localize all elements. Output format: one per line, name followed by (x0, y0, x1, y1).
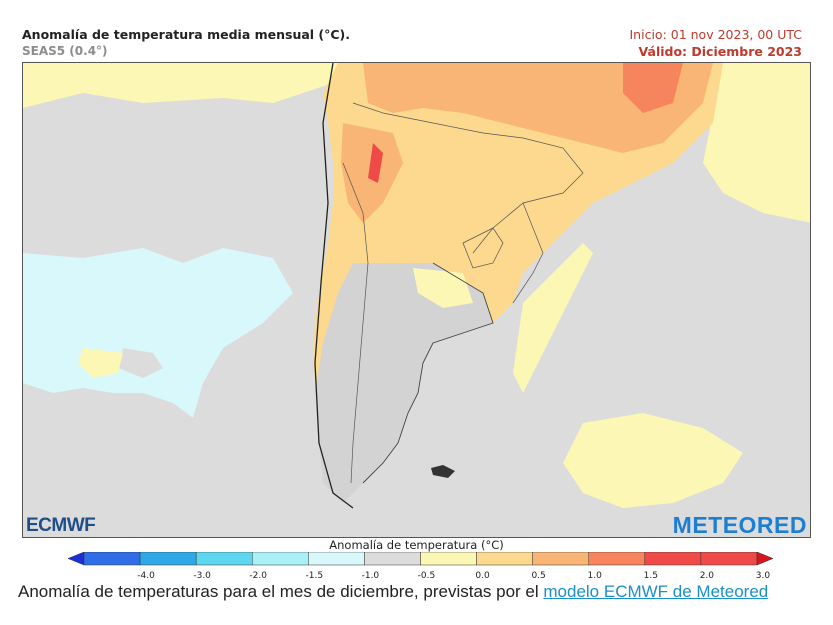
anomaly-map (22, 62, 811, 538)
colorbar-tick-label: -3.0 (193, 571, 211, 580)
anomaly-area (703, 63, 810, 223)
anomaly-area (23, 63, 343, 108)
colorbar-segment (83, 551, 141, 566)
caption-text: Anomalía de temperaturas para el mes de … (18, 582, 544, 601)
colorbar-segment (644, 551, 702, 566)
colorbar-segment (420, 551, 477, 566)
colorbar-tick-label: -2.0 (249, 571, 267, 580)
anomaly-area (78, 348, 123, 378)
border-line (462, 227, 504, 269)
neutral-area (118, 348, 163, 378)
map-header: Anomalía de temperatura media mensual (°… (0, 0, 833, 62)
colorbar-canvas: -4.0 -3.0 -2.0 -1.5 -1.0 -0.5 0.0 0.5 1.0 1.5 2.0 3… (67, 551, 826, 581)
hot-core-area (623, 63, 683, 113)
coastline (314, 63, 354, 509)
colorbar-segment (139, 551, 197, 566)
ecmwf-logo: ECMWF (26, 515, 96, 536)
colorbar-tick-label: 3.0 (756, 571, 771, 580)
anomaly-area (513, 243, 593, 393)
colorbar-segment (588, 551, 646, 566)
border-line (352, 102, 584, 254)
colorbar-title: Anomalía de temperatura (°C) (329, 538, 504, 552)
colorbar-tick-label: 0.5 (531, 571, 545, 580)
hot-core-area (368, 143, 383, 183)
init-time: Inicio: 01 nov 2023, 00 UTC (629, 27, 803, 42)
colorbar-tick-label: 0.0 (475, 571, 490, 580)
colorbar-tick-label: -0.5 (418, 571, 436, 580)
border-line (512, 202, 544, 304)
colorbar-segment (364, 551, 421, 566)
colorbar-tick-label: 1.5 (644, 571, 658, 580)
coastline (362, 262, 494, 484)
colorbar-segment (476, 551, 533, 566)
colorbar-tick-label: 2.0 (700, 571, 715, 580)
colorbar-tick-label: -1.5 (306, 571, 324, 580)
colorbar-arrow-high (756, 551, 774, 566)
border-line (342, 162, 369, 484)
colorbar-segment (252, 551, 309, 566)
meteored-model-link[interactable]: modelo ECMWF de Meteored (543, 582, 769, 601)
colorbar-tick-label: -4.0 (137, 571, 155, 580)
caption: Anomalía de temperaturas para el mes de … (18, 582, 768, 602)
model-label: SEAS5 (0.4°) (22, 44, 108, 58)
map-canvas (23, 63, 810, 537)
colorbar-arrow-low (67, 551, 85, 566)
colorbar-tick-label: 1.0 (588, 571, 603, 580)
colorbar-segment (532, 551, 589, 566)
neutral-land-area (315, 263, 493, 503)
meteored-logo: METEORED (672, 512, 807, 538)
colorbar-tick-label: -1.0 (362, 571, 380, 580)
valid-period: Válido: Diciembre 2023 (638, 44, 802, 59)
anomaly-area (563, 413, 743, 508)
map-title: Anomalía de temperatura media mensual (°… (22, 27, 351, 42)
colorbar-segment (308, 551, 365, 566)
colorbar-segment (195, 551, 253, 566)
colorbar-segment (700, 551, 758, 566)
falkland-islands (431, 465, 455, 478)
colorbar: -4.0 -3.0 -2.0 -1.5 -1.0 -0.5 0.0 0.5 1.0 1.5 2.0 3… (67, 551, 826, 584)
